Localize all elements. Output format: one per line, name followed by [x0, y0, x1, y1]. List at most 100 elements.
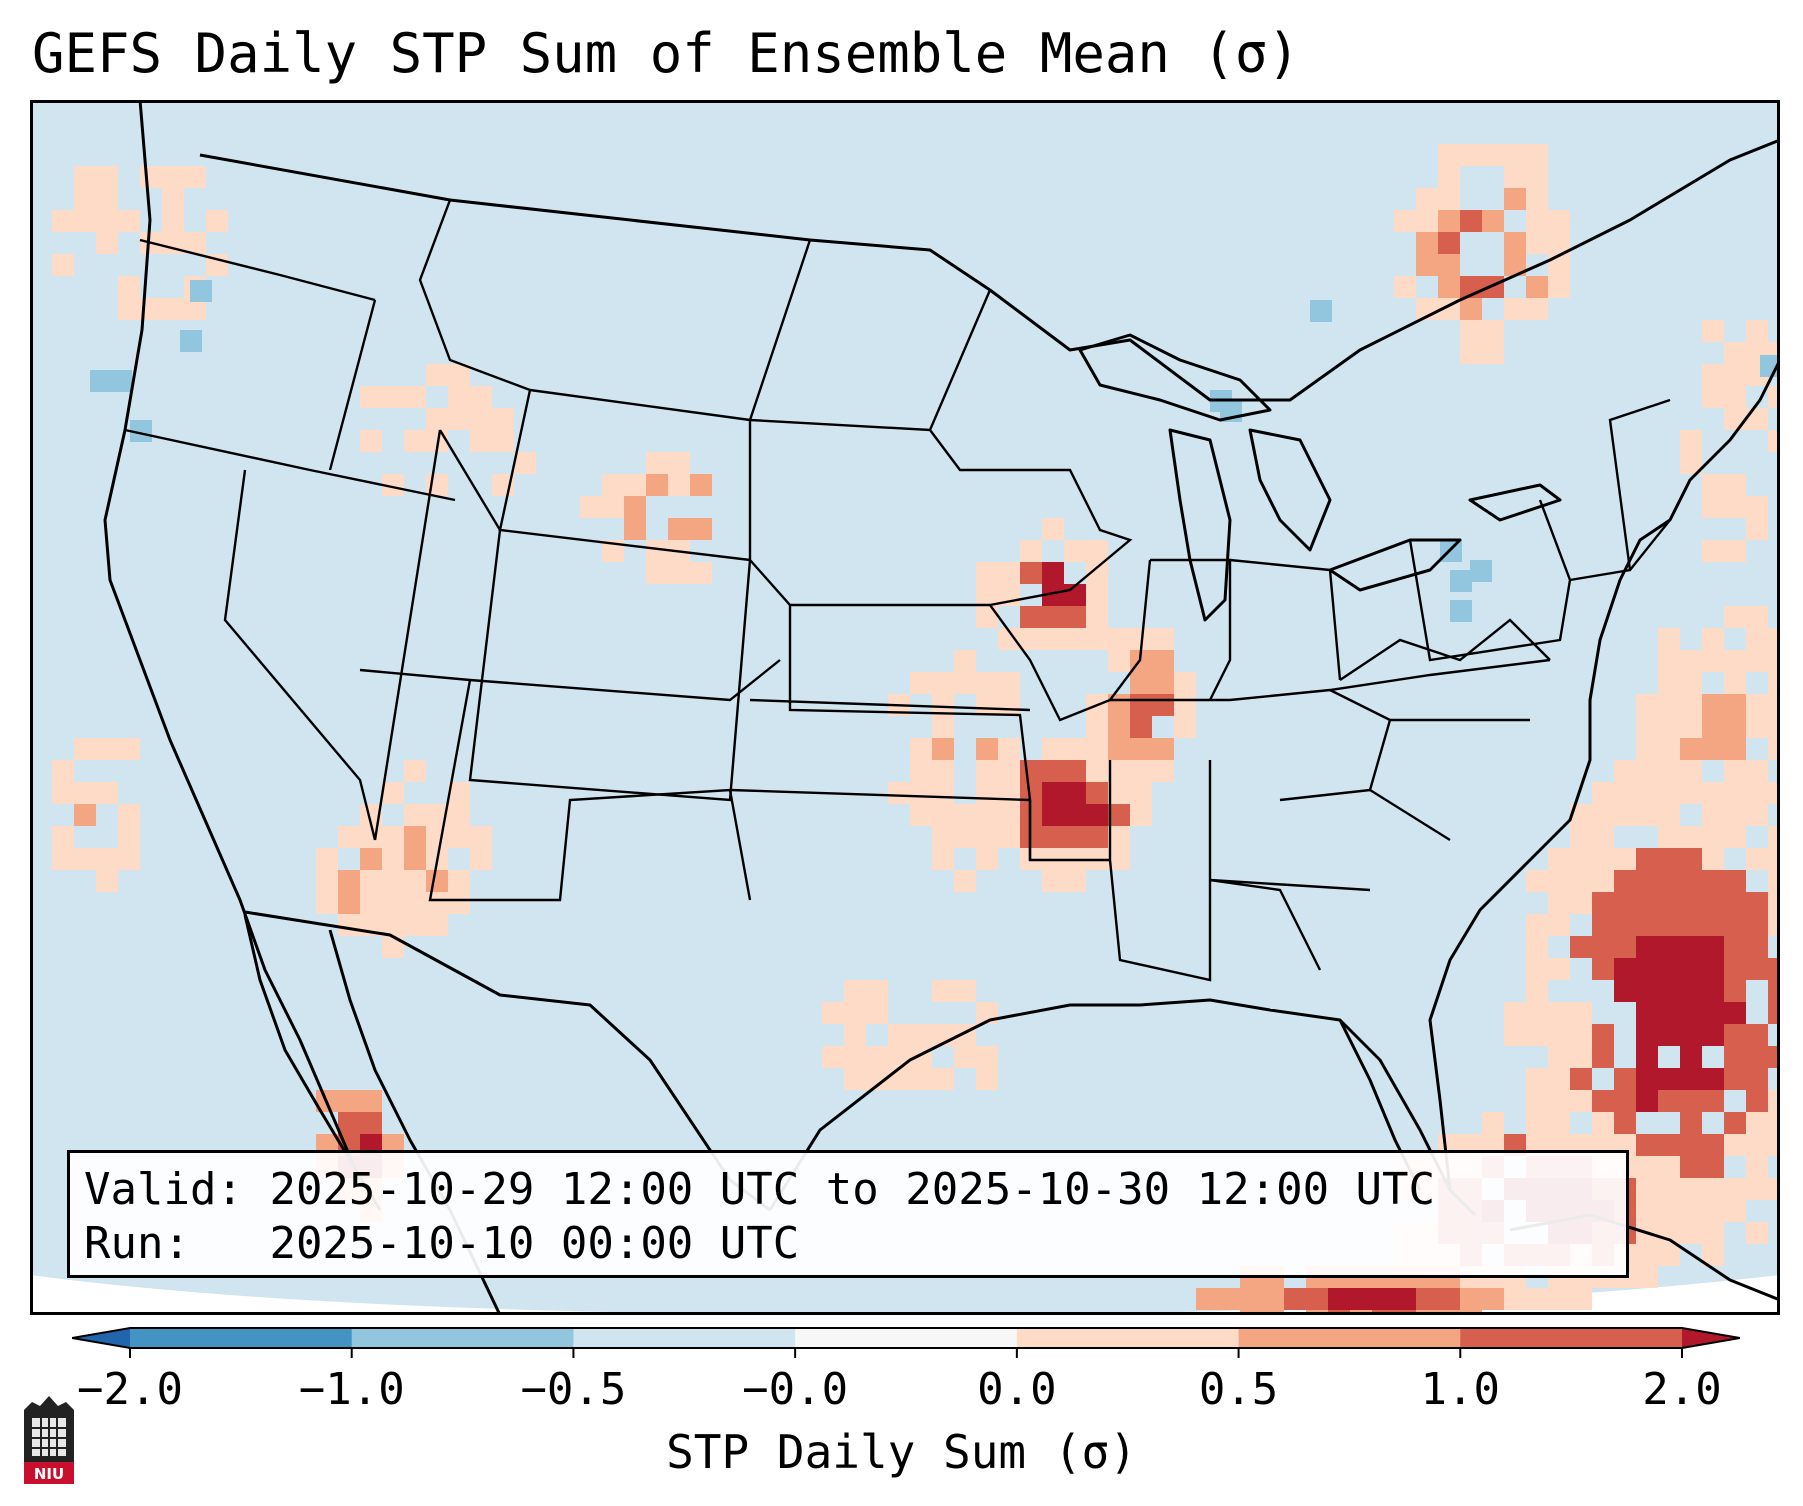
- border-mo-il-in: [989, 558, 1232, 722]
- stp-cell: [1504, 254, 1526, 276]
- stp-cell: [1086, 540, 1108, 562]
- stp-cell: [1724, 1178, 1746, 1200]
- stp-cell: [1504, 144, 1526, 166]
- stp-cell: [1658, 1178, 1680, 1200]
- stp-cell: [1548, 848, 1570, 870]
- chart-title: GEFS Daily STP Sum of Ensemble Mean (σ): [32, 22, 1300, 85]
- stp-cell: [1746, 804, 1768, 826]
- stp-cell: [1680, 716, 1702, 738]
- stp-cell: [1570, 826, 1592, 848]
- stp-cell: [1460, 1288, 1482, 1310]
- stp-cell: [976, 1046, 998, 1068]
- valid-line: Valid: 2025-10-29 12:00 UTC to 2025-10-3…: [84, 1163, 1612, 1217]
- stp-cell: [74, 782, 96, 804]
- stp-cell: [1658, 1134, 1680, 1156]
- stp-cell: [96, 782, 118, 804]
- stp-cell: [624, 474, 646, 496]
- stp-cell: [1592, 914, 1614, 936]
- valid-value: 2025-10-29 12:00 UTC to 2025-10-30 12:00…: [269, 1164, 1436, 1215]
- colorbar-bin: [351, 1328, 574, 1348]
- stp-cell: [1482, 276, 1504, 298]
- stp-cell: [1680, 760, 1702, 782]
- stp-cell: [1548, 892, 1570, 914]
- stp-cell: [206, 210, 228, 232]
- stp-cell: [1394, 276, 1416, 298]
- stp-cell: [96, 738, 118, 760]
- stp-cell: [1636, 738, 1658, 760]
- stp-cell: [1746, 848, 1768, 870]
- colorbar-tick-label: 1.0: [1421, 1364, 1500, 1415]
- stp-cell: [932, 980, 954, 1002]
- colorbar-tick-label: −2.0: [77, 1364, 183, 1415]
- stp-cell: [1482, 144, 1504, 166]
- stp-cell: [1416, 188, 1438, 210]
- stp-cell: [338, 914, 360, 936]
- stp-cell: [1680, 1002, 1702, 1024]
- stp-cell: [448, 386, 470, 408]
- stp-cell: [1724, 694, 1746, 716]
- stp-cell: [1548, 232, 1570, 254]
- stp-cell: [1460, 210, 1482, 232]
- stp-cell: [1724, 650, 1746, 672]
- stp-cell: [470, 408, 492, 430]
- stp-cell: [52, 760, 74, 782]
- stp-cell: [360, 1090, 382, 1112]
- stp-cell: [998, 738, 1020, 760]
- stp-cell: [1746, 650, 1768, 672]
- stp-cell: [888, 1024, 910, 1046]
- stp-cell: [976, 584, 998, 606]
- stp-cell: [1504, 188, 1526, 210]
- stp-cell: [1702, 738, 1724, 760]
- stp-cell: [910, 760, 932, 782]
- stp-cell: [1460, 342, 1482, 364]
- stp-cell: [1636, 958, 1658, 980]
- stp-cell: [1724, 870, 1746, 892]
- stp-cell: [1438, 276, 1460, 298]
- stp-cell: [1086, 782, 1108, 804]
- stp-cell: [1702, 1134, 1724, 1156]
- stp-cell: [426, 892, 448, 914]
- stp-cell: [866, 1068, 888, 1090]
- stp-cell: [118, 804, 140, 826]
- stp-cell: [1636, 914, 1658, 936]
- stp-cell: [1372, 1288, 1394, 1310]
- stp-cell: [190, 280, 212, 302]
- stp-cell: [1042, 738, 1064, 760]
- stp-cell: [1724, 804, 1746, 826]
- stp-cell: [1636, 1266, 1658, 1288]
- stp-cell: [668, 452, 690, 474]
- stp-cell: [690, 518, 712, 540]
- stp-cell: [1746, 606, 1768, 628]
- stp-cell: [1636, 1090, 1658, 1112]
- stp-cell: [1614, 870, 1636, 892]
- stp-cell: [932, 826, 954, 848]
- stp-cell: [998, 694, 1020, 716]
- stp-cell: [1636, 1244, 1658, 1266]
- stp-cell: [1130, 804, 1152, 826]
- stp-cell: [360, 430, 382, 452]
- stp-cell: [1746, 1178, 1768, 1200]
- stp-cell: [338, 892, 360, 914]
- stp-cell: [822, 1002, 844, 1024]
- stp-cell: [1724, 1200, 1746, 1222]
- stp-cell: [1680, 914, 1702, 936]
- stp-cell: [1526, 914, 1548, 936]
- stp-cell: [1152, 694, 1174, 716]
- stp-cell: [1658, 672, 1680, 694]
- stp-cell: [1702, 1200, 1724, 1222]
- stp-cell: [1746, 760, 1768, 782]
- stp-cell: [1614, 1090, 1636, 1112]
- colorbar-extend-high: [1682, 1328, 1740, 1348]
- stp-cell: [1438, 166, 1460, 188]
- stp-cell: [1658, 1068, 1680, 1090]
- stp-cell: [1658, 1002, 1680, 1024]
- stp-cell: [1592, 958, 1614, 980]
- stp-cell: [1130, 716, 1152, 738]
- stp-cell: [1658, 760, 1680, 782]
- stp-cell: [1680, 1178, 1702, 1200]
- stp-cell: [1746, 518, 1768, 540]
- stp-cell: [316, 848, 338, 870]
- stp-cell: [1614, 980, 1636, 1002]
- stp-cell: [1526, 210, 1548, 232]
- stp-cell: [844, 1068, 866, 1090]
